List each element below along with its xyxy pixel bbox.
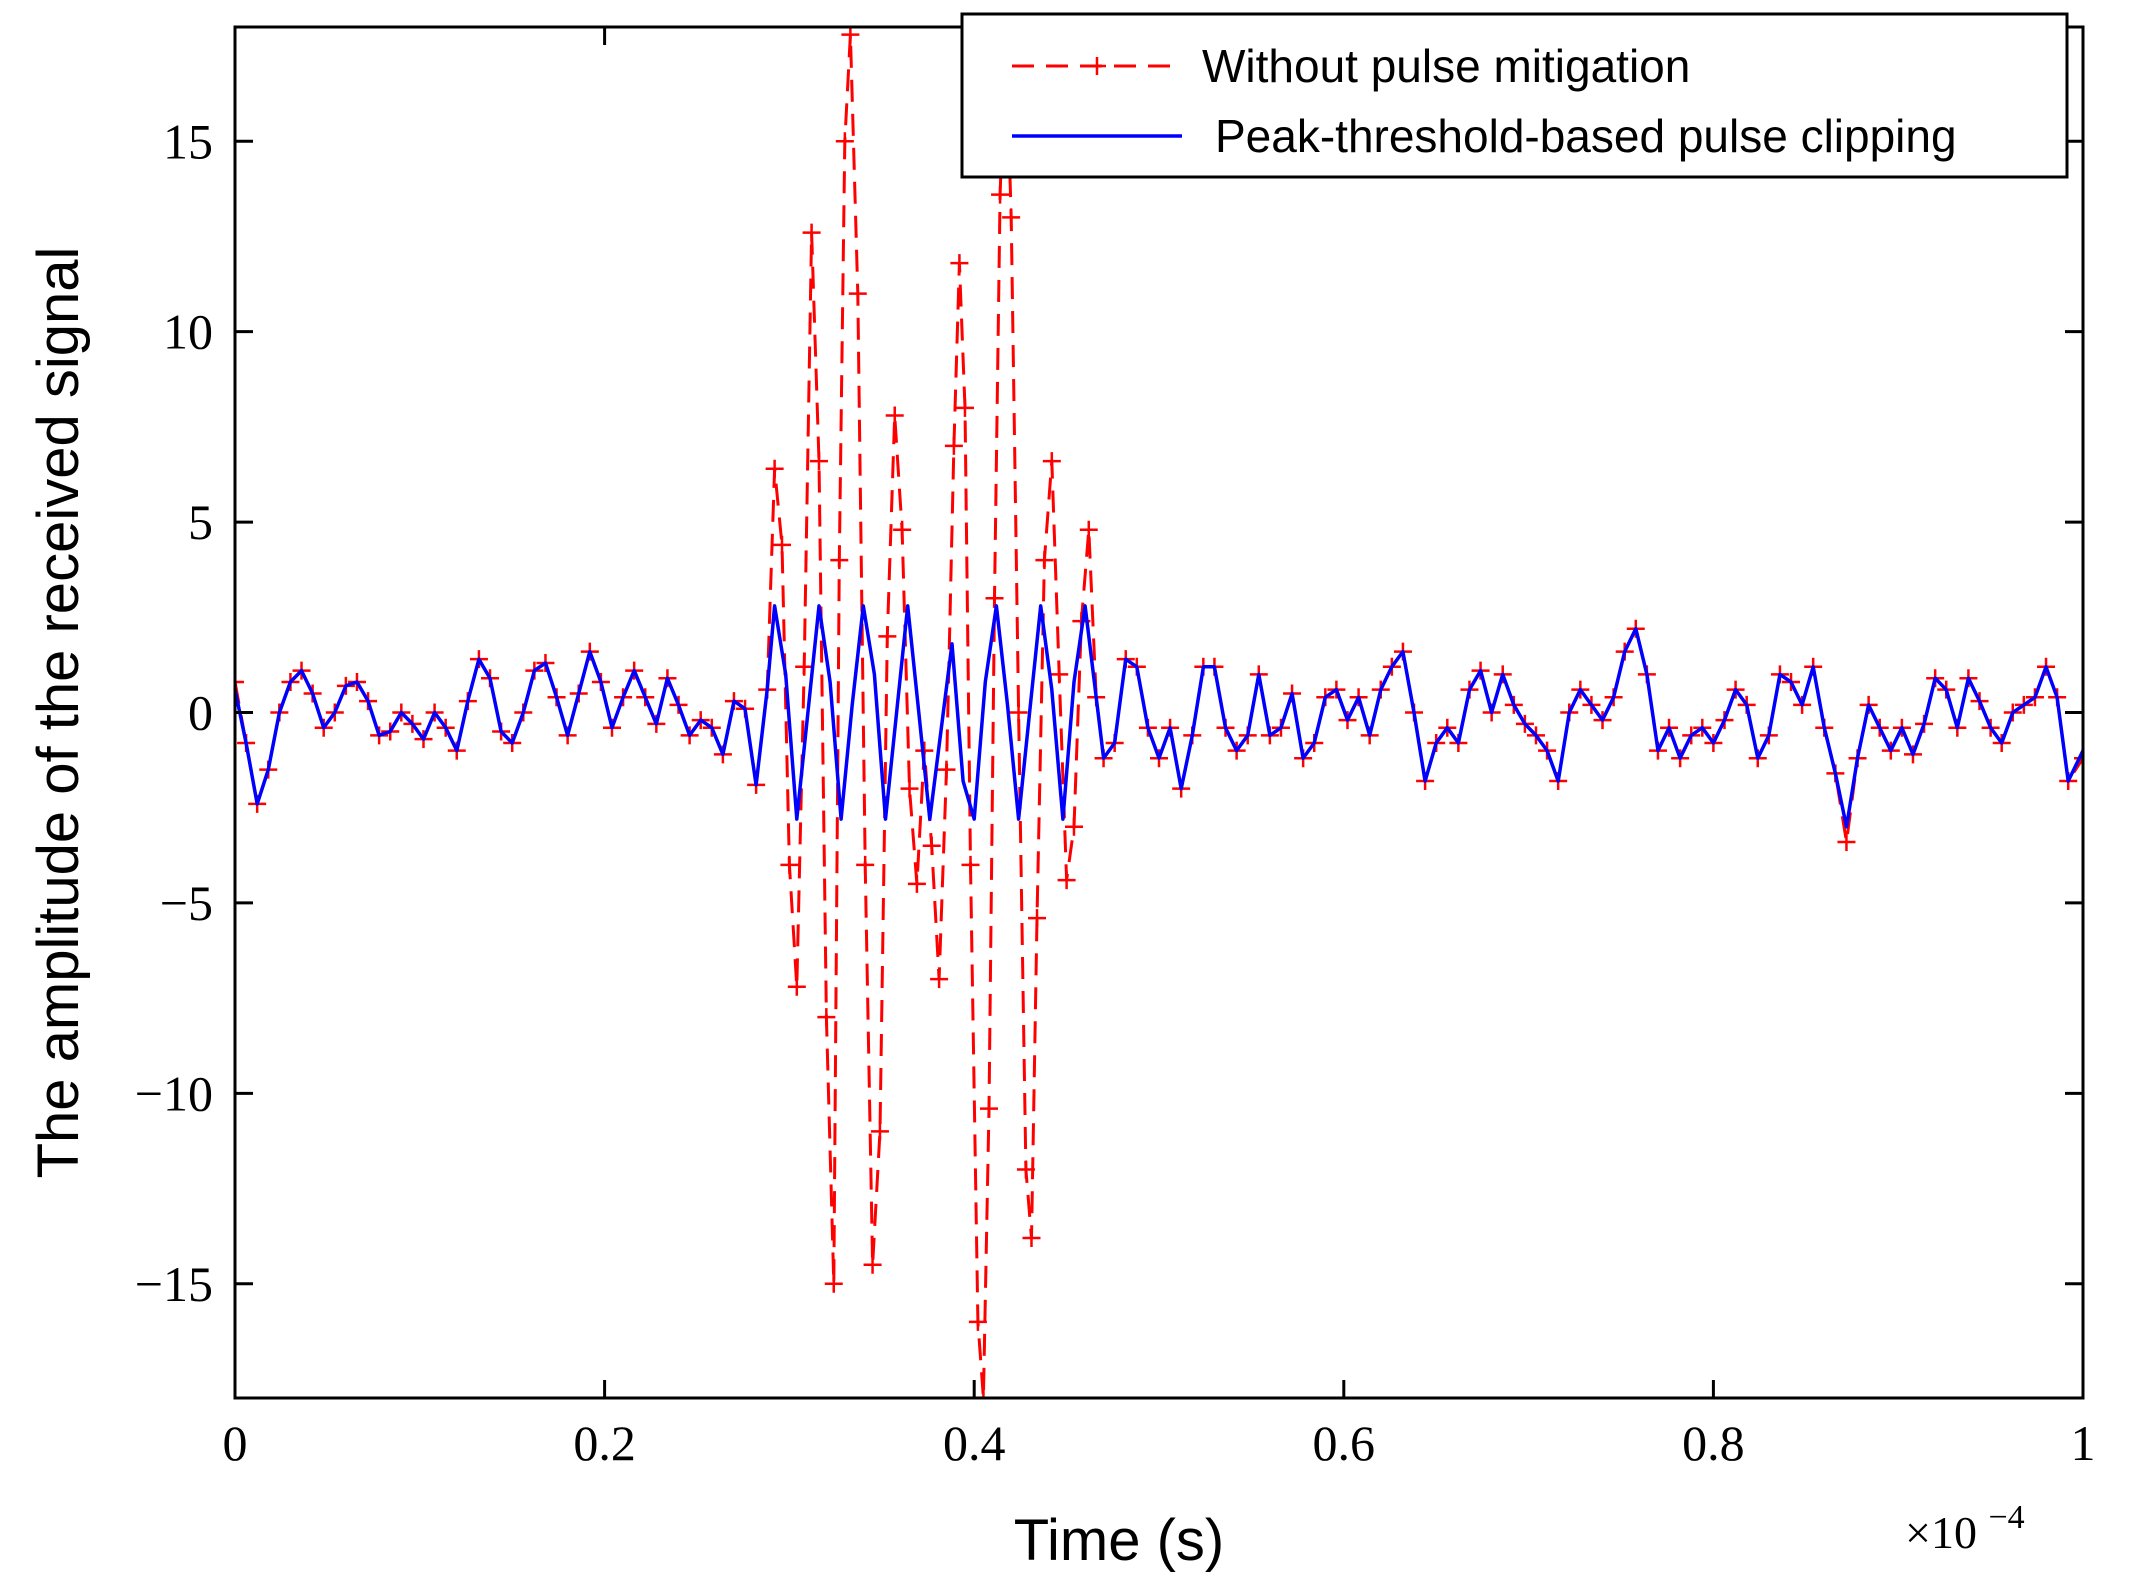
data-point-marker: [878, 627, 897, 646]
data-point-marker: [1064, 817, 1083, 836]
series-pulse-clipping: [235, 604, 2083, 829]
y-tick-label: 15: [163, 113, 213, 169]
data-point-marker: [787, 977, 806, 996]
data-point-marker: [991, 185, 1010, 204]
x-tick-label: 0: [223, 1415, 248, 1471]
data-point-marker: [1837, 832, 1856, 851]
y-tick-label: 5: [188, 494, 213, 550]
y-tick-label: −10: [135, 1065, 213, 1121]
data-point-marker: [937, 760, 956, 779]
x-axis-label: Time (s): [1014, 1508, 1224, 1573]
legend-entry-pulse-clipping: Peak-threshold-based pulse clipping: [1012, 110, 1957, 162]
data-point-marker: [1009, 703, 1028, 722]
data-point-marker: [235, 673, 244, 692]
data-point-marker: [974, 1389, 993, 1398]
data-point-marker: [2074, 749, 2083, 768]
data-point-marker: [979, 1099, 998, 1118]
data-point-marker: [856, 855, 875, 874]
data-point-marker: [841, 27, 860, 44]
data-point-marker: [907, 874, 926, 893]
x-tick-label: 0.4: [943, 1415, 1006, 1471]
data-point-marker: [863, 1255, 882, 1274]
data-point-marker: [961, 855, 980, 874]
data-point-marker: [922, 836, 941, 855]
data-point-marker: [930, 970, 949, 989]
y-tick-label: −15: [135, 1256, 213, 1312]
x-tick-label: 0.6: [1313, 1415, 1376, 1471]
y-tick-label: −5: [160, 875, 213, 931]
y-tick-label: 0: [188, 685, 213, 741]
data-point-marker: [1002, 208, 1021, 227]
legend: Without pulse mitigation Peak-threshold-…: [960, 12, 2069, 179]
data-point-marker: [1057, 871, 1076, 890]
data-point-marker: [824, 1274, 843, 1293]
data-point-marker: [830, 551, 849, 570]
legend-entry-without-mitigation: Without pulse mitigation: [1012, 40, 1690, 92]
legend-label-without-mitigation: Without pulse mitigation: [1202, 40, 1690, 92]
data-point-marker: [955, 398, 974, 417]
data-point-marker: [802, 223, 821, 242]
series-layer: [235, 27, 2083, 1398]
data-point-marker: [900, 779, 919, 798]
x-axis-multiplier: ×10 −4: [1905, 1499, 2025, 1558]
data-point-marker: [809, 452, 828, 471]
legend-plus-glyph: [1088, 57, 1106, 75]
data-point-marker: [1028, 909, 1047, 928]
data-point-marker: [1050, 665, 1069, 684]
x-axis-multiplier-exponent: −4: [1988, 1499, 2024, 1536]
data-point-marker: [765, 459, 784, 478]
x-axis-multiplier-base: ×10: [1905, 1507, 1977, 1558]
data-point-marker: [817, 1008, 836, 1027]
ticks-layer: 0 0.2 0.4 0.6 0.8 1 −15 −10 −5 0 5 10 15: [135, 27, 2096, 1471]
x-tick-label: 0.8: [1682, 1415, 1745, 1471]
data-point-marker: [1035, 551, 1054, 570]
legend-label-pulse-clipping: Peak-threshold-based pulse clipping: [1215, 110, 1957, 162]
legend-box: [960, 12, 2069, 179]
data-point-marker: [944, 436, 963, 455]
y-axis-label: The amplitude of the received signal: [26, 247, 91, 1179]
data-point-marker: [1079, 520, 1098, 539]
data-point-marker: [795, 657, 814, 676]
data-point-marker: [870, 1122, 889, 1141]
series-line-pulse-clipping: [235, 604, 2083, 829]
data-point-marker: [780, 855, 799, 874]
data-point-marker: [885, 406, 904, 425]
x-tick-label: 0.2: [573, 1415, 636, 1471]
data-point-marker: [1022, 1229, 1041, 1248]
data-point-marker: [968, 1312, 987, 1331]
data-point-marker: [773, 535, 792, 554]
data-point-marker: [985, 589, 1004, 608]
data-point-marker: [893, 520, 912, 539]
y-tick-label: 10: [163, 304, 213, 360]
data-point-marker: [1016, 1160, 1035, 1179]
data-point-marker: [835, 132, 854, 151]
legend-marker-plus: [1088, 57, 1106, 75]
data-point-marker: [950, 254, 969, 273]
data-point-marker: [848, 284, 867, 303]
data-point-marker: [1042, 452, 1061, 471]
x-tick-label: 1: [2071, 1415, 2096, 1471]
